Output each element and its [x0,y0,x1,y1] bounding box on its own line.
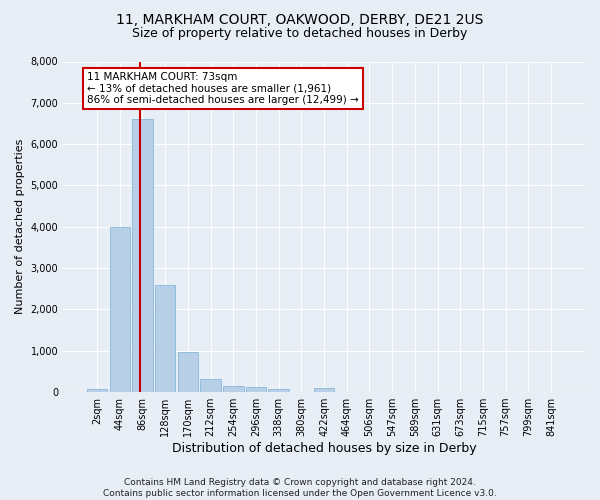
Bar [223,386,244,392]
Bar [246,387,266,392]
Bar [200,379,221,392]
Bar [87,389,107,392]
Bar [268,389,289,392]
Text: 11, MARKHAM COURT, OAKWOOD, DERBY, DE21 2US: 11, MARKHAM COURT, OAKWOOD, DERBY, DE21 … [116,12,484,26]
Bar [314,388,334,392]
Text: Size of property relative to detached houses in Derby: Size of property relative to detached ho… [133,28,467,40]
Bar [132,120,153,392]
Bar [110,227,130,392]
X-axis label: Distribution of detached houses by size in Derby: Distribution of detached houses by size … [172,442,476,455]
Y-axis label: Number of detached properties: Number of detached properties [15,139,25,314]
Text: 11 MARKHAM COURT: 73sqm
← 13% of detached houses are smaller (1,961)
86% of semi: 11 MARKHAM COURT: 73sqm ← 13% of detache… [87,72,359,105]
Bar [155,284,175,392]
Bar [178,352,198,392]
Text: Contains HM Land Registry data © Crown copyright and database right 2024.
Contai: Contains HM Land Registry data © Crown c… [103,478,497,498]
